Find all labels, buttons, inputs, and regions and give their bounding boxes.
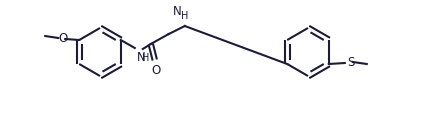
Text: S: S <box>347 55 354 69</box>
Text: O: O <box>151 64 160 77</box>
Text: H: H <box>142 53 149 63</box>
Text: H: H <box>181 11 189 21</box>
Text: N: N <box>137 51 146 64</box>
Text: N: N <box>173 5 182 18</box>
Text: O: O <box>59 32 68 44</box>
